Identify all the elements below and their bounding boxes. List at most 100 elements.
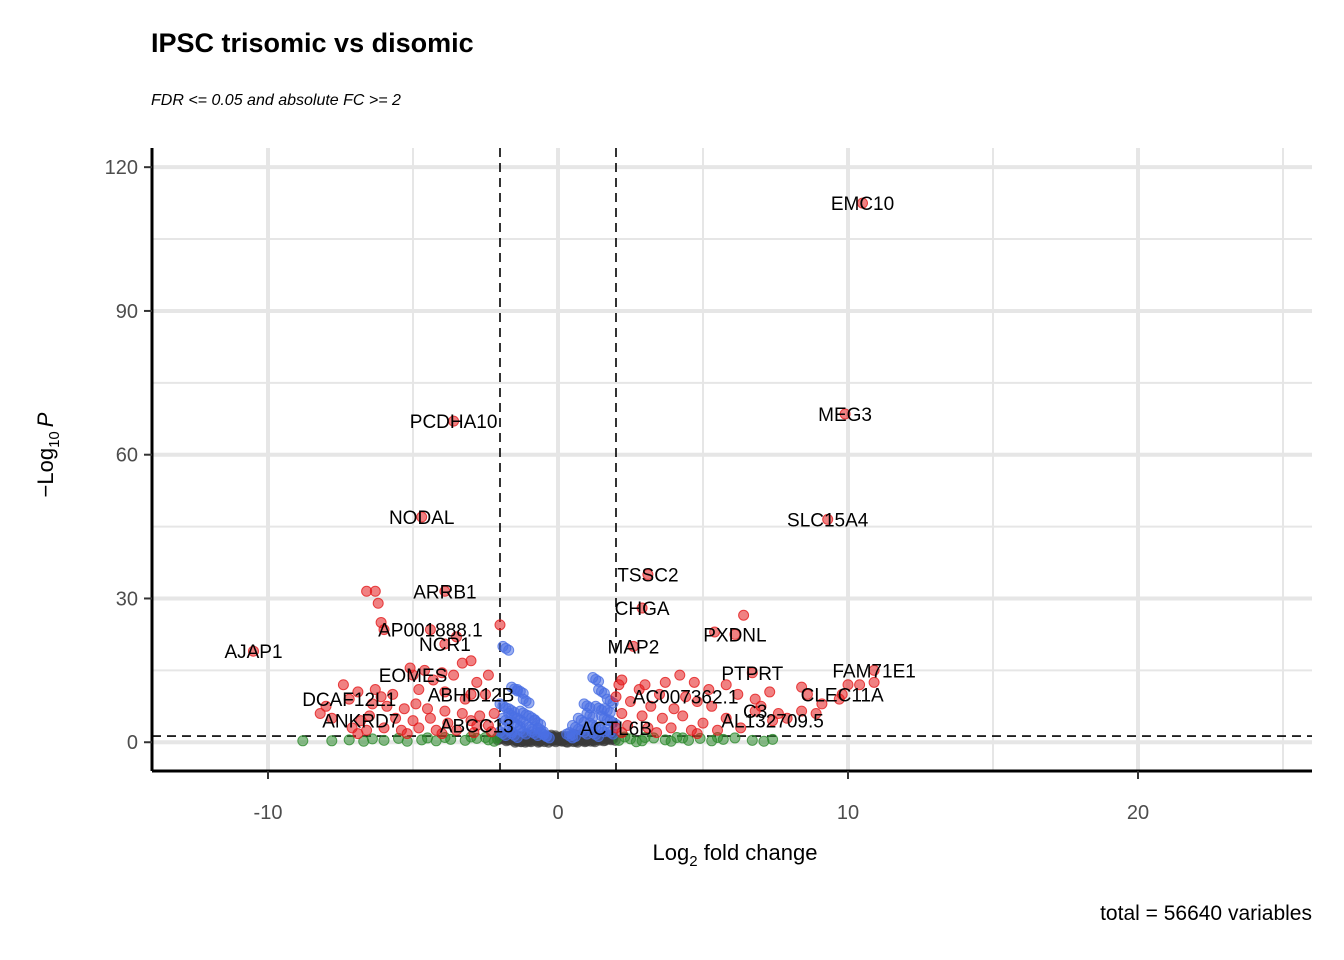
point-significant <box>378 624 390 636</box>
data-points <box>248 197 880 748</box>
point-significant <box>387 688 399 700</box>
point-labeled-gene <box>836 688 848 700</box>
point-significant <box>810 707 822 719</box>
point-significant <box>854 679 866 691</box>
gene-label: AC007362.1 <box>633 688 739 709</box>
point-fc-only <box>729 732 741 744</box>
point-fc-only <box>422 732 433 744</box>
point-significant <box>642 722 654 734</box>
point-significant <box>337 679 349 691</box>
y-axis-title: −Log10P <box>33 412 63 497</box>
point-significant <box>738 609 750 621</box>
point-significant <box>456 707 468 719</box>
point-significant <box>381 700 393 712</box>
gene-label: SLC15A4 <box>787 510 869 531</box>
axes: -10 0 10 20 0 30 60 90 120 <box>105 148 1312 824</box>
y-tick-label: 120 <box>105 157 138 179</box>
point-fc-only <box>488 735 500 747</box>
point-significant <box>616 707 628 719</box>
point-labeled-gene <box>439 638 451 650</box>
gene-label: EOMES <box>379 666 448 687</box>
point-significant <box>610 691 622 703</box>
point-significant <box>369 585 381 597</box>
point-labeled-gene <box>767 715 779 727</box>
gene-label: TSSC2 <box>617 566 678 587</box>
point-significant <box>369 684 381 696</box>
point-fc-only <box>378 734 390 746</box>
gene-label: ACTL6B <box>580 719 652 740</box>
point-significant <box>764 686 776 698</box>
chart-title: IPSC trisomic vs disomic <box>151 28 474 58</box>
point-significant <box>398 703 410 715</box>
point-labeled-gene <box>424 624 436 636</box>
gene-label: ANKRD7 <box>322 712 399 733</box>
point-significant <box>366 698 378 710</box>
point-significant <box>436 667 448 679</box>
point-significant <box>471 676 483 688</box>
point-fc-only <box>665 735 677 747</box>
point-significant <box>424 712 436 724</box>
point-labeled-gene <box>471 719 483 731</box>
x-tick-label: 10 <box>837 802 859 824</box>
gene-label: MAP2 <box>608 637 660 658</box>
point-significant <box>706 700 718 712</box>
point-significant <box>656 712 668 724</box>
point-p-only <box>584 702 596 714</box>
gene-label: DCAF12L1 <box>302 690 396 711</box>
point-significant <box>712 724 723 736</box>
point-labeled-gene <box>610 722 622 734</box>
point-significant <box>482 669 494 681</box>
point-significant <box>364 710 375 722</box>
point-significant <box>352 728 364 740</box>
point-significant <box>480 688 491 700</box>
gene-label: EMC10 <box>831 194 894 215</box>
point-labeled-gene <box>448 415 460 427</box>
point-significant <box>410 698 422 710</box>
gene-label: C3 <box>743 702 767 723</box>
point-labeled-gene <box>636 602 648 614</box>
gene-labels: EMC10 MEG3 PCDHA10 SLC15A4 NODAL TSSC2 ARRB1 CH… <box>224 194 915 740</box>
point-significant <box>732 688 744 700</box>
point-labeled-gene <box>416 511 428 523</box>
point-significant <box>378 722 390 734</box>
point-significant <box>436 728 448 740</box>
x-tick-label: 0 <box>552 802 563 824</box>
gene-label: PTPRT <box>721 664 783 685</box>
point-significant <box>439 686 451 698</box>
point-significant <box>697 717 709 729</box>
point-labeled-gene <box>439 585 451 597</box>
point-significant <box>314 707 326 719</box>
point-fc-only <box>343 734 355 746</box>
point-significant <box>677 710 689 722</box>
point-significant <box>796 705 808 717</box>
point-significant <box>494 619 506 631</box>
gene-label: AP001888.1 <box>378 621 483 642</box>
point-significant <box>352 686 364 698</box>
point-labeled-gene <box>343 693 355 705</box>
point-significant <box>691 696 703 708</box>
threshold-lines <box>152 148 1312 771</box>
gene-label: AL132709.5 <box>721 712 824 733</box>
x-axis-title: Log2 fold change <box>653 840 818 870</box>
point-significant <box>651 727 663 739</box>
point-p-only <box>503 644 515 656</box>
point-p-only <box>567 732 578 744</box>
point-fc-only <box>326 735 338 747</box>
point-labeled-gene <box>248 645 259 657</box>
gene-label: MEG3 <box>818 405 872 426</box>
point-significant <box>735 722 747 734</box>
gene-label: NODAL <box>389 508 454 529</box>
point-labeled-gene <box>746 667 758 679</box>
point-significant <box>413 684 425 696</box>
y-tick-label: 0 <box>127 732 138 754</box>
point-labeled-gene <box>680 691 692 703</box>
chart-subtitle: FDR <= 0.05 and absolute FC >= 2 <box>151 92 401 109</box>
point-significant <box>451 724 462 736</box>
point-significant <box>407 715 419 727</box>
x-tick-label: -10 <box>254 802 283 824</box>
y-tick-label: 60 <box>116 445 138 467</box>
point-labeled-gene <box>627 640 639 652</box>
point-significant <box>868 676 880 688</box>
point-significant <box>703 684 715 696</box>
gene-label: ABCC13 <box>440 716 514 737</box>
